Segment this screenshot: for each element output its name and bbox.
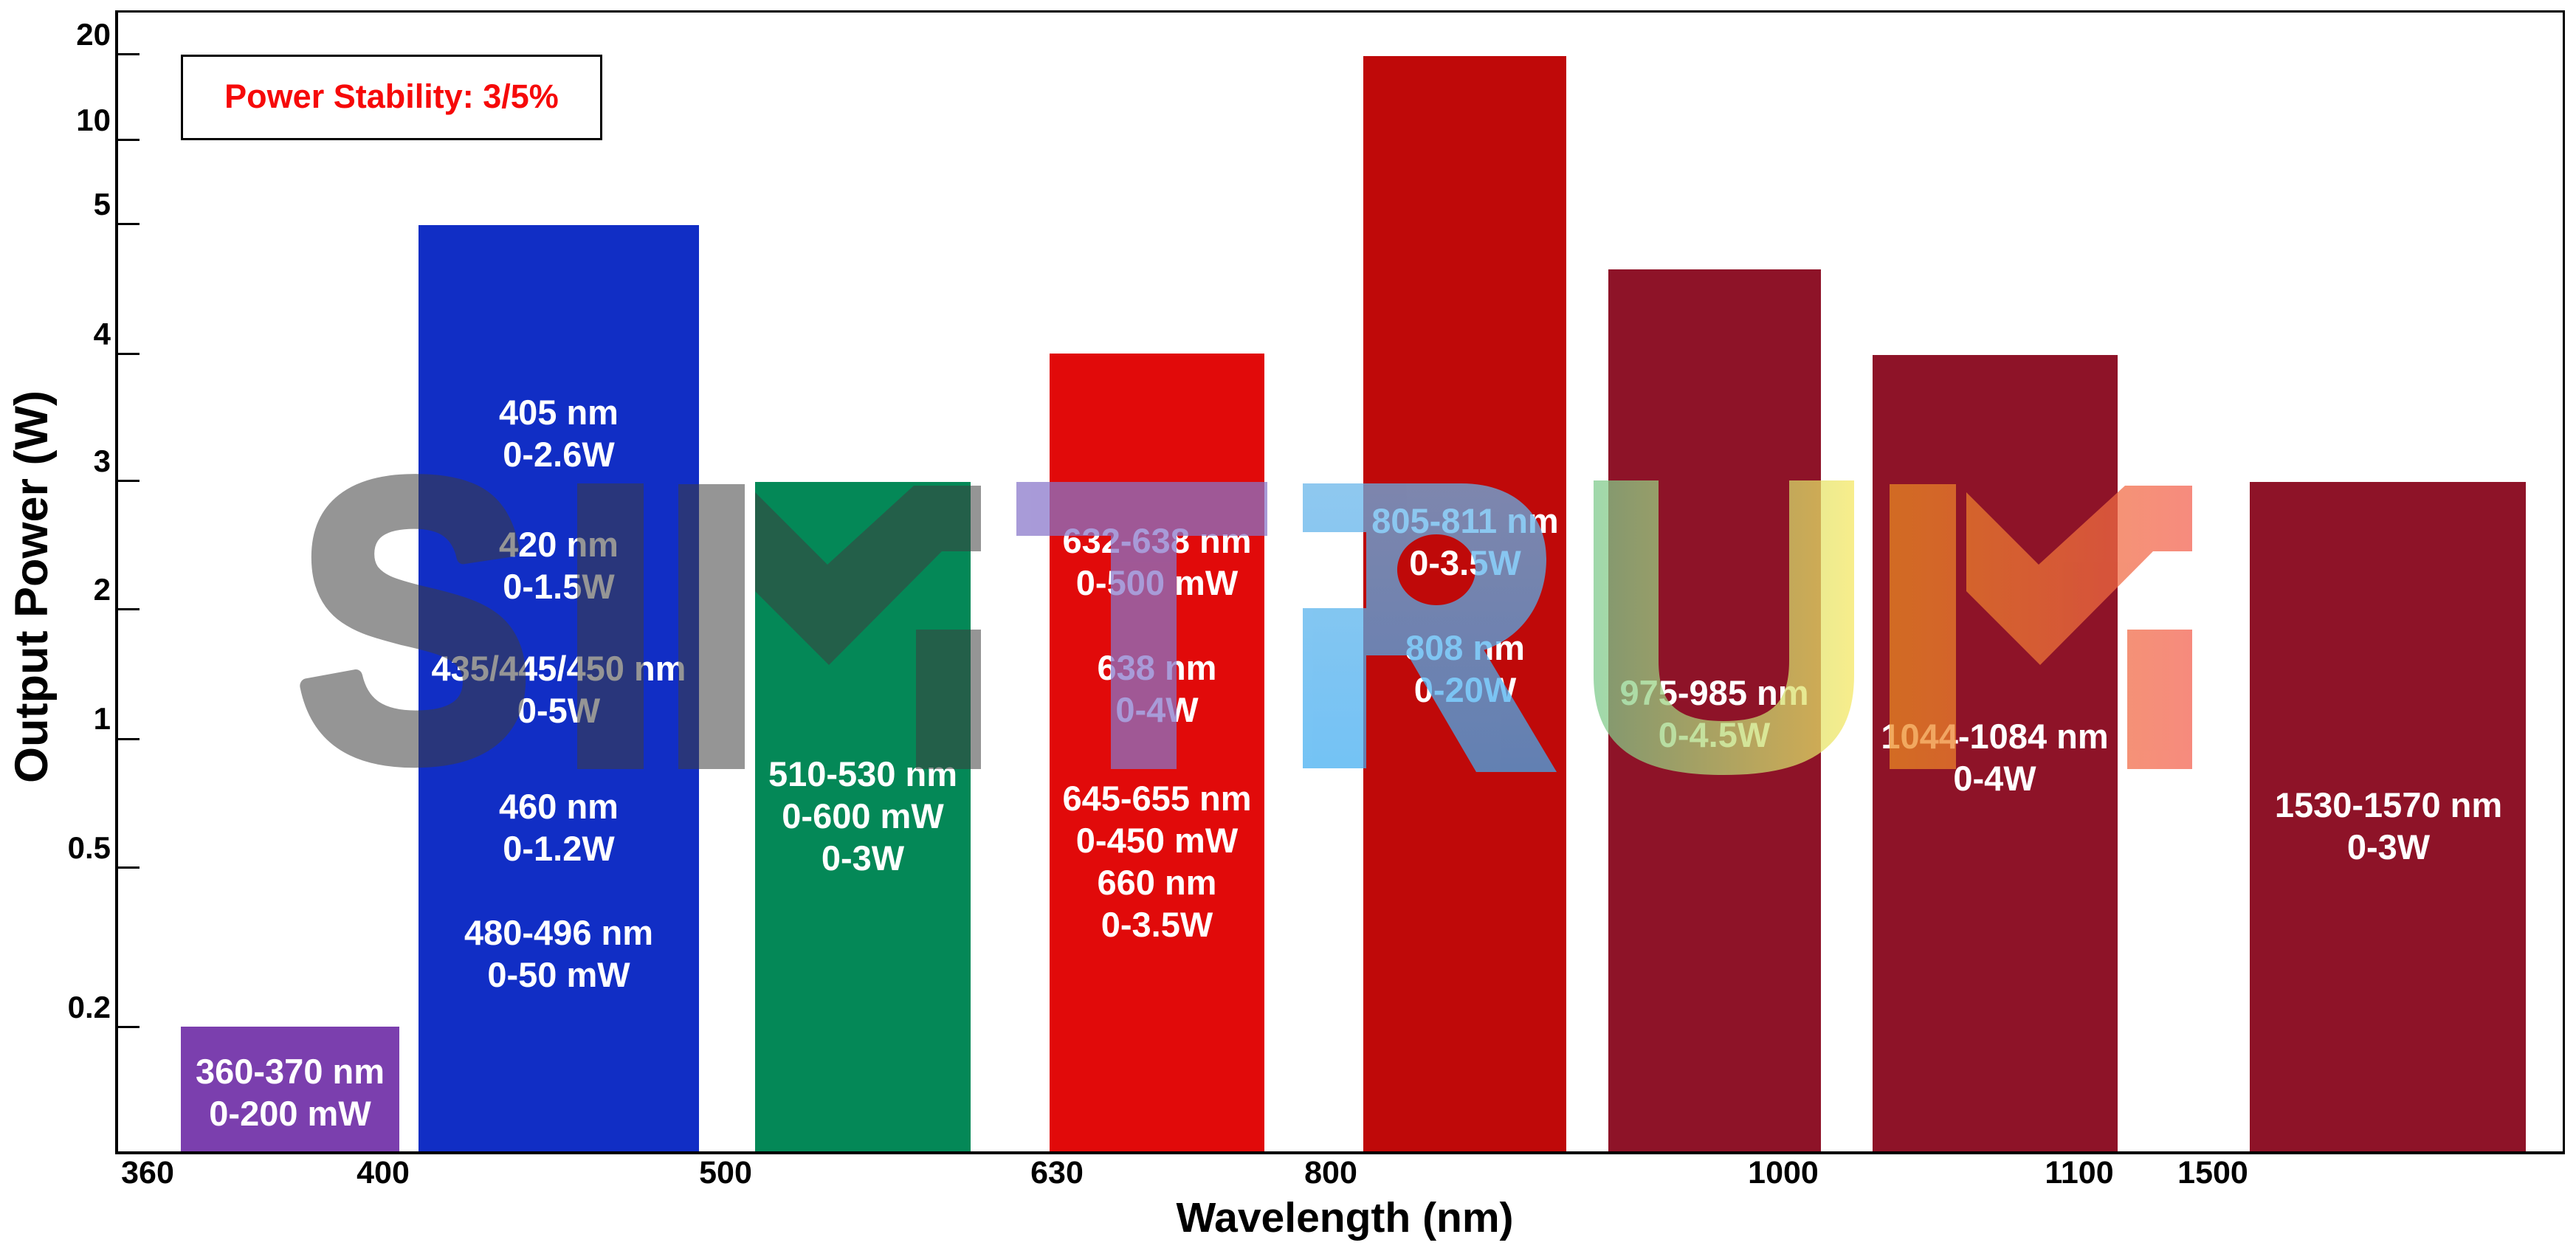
- svg-text:S: S: [297, 399, 534, 840]
